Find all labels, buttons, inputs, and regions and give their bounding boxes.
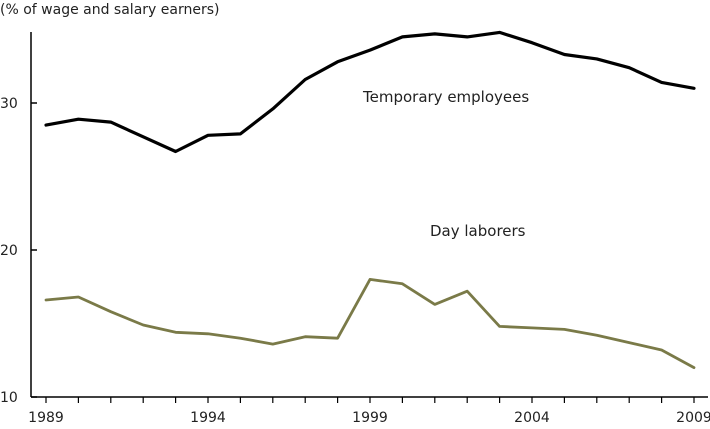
y-axis-ticks: 10 20 30 <box>0 96 37 406</box>
series-line-day-laborers <box>44 277 696 370</box>
x-axis-ticks: 1989 1994 1999 2004 2009 <box>28 397 710 426</box>
x-tick-label-1999: 1999 <box>352 410 388 426</box>
x-tick-label-1994: 1994 <box>190 410 226 426</box>
series-label-temporary-employees: Temporary employees <box>362 88 529 106</box>
y-tick-label-30: 30 <box>0 96 18 112</box>
x-tick-label-1989: 1989 <box>28 410 64 426</box>
y-axis-unit-label: (% of wage and salary earners) <box>0 2 219 18</box>
y-tick-label-20: 20 <box>0 243 18 259</box>
x-tick-label-2004: 2004 <box>514 410 550 426</box>
x-tick-label-2009: 2009 <box>676 410 710 426</box>
series-label-day-laborers: Day laborers <box>430 222 526 240</box>
y-tick-label-10: 10 <box>0 390 18 406</box>
series-layer <box>44 30 696 370</box>
series-line-temporary-employees <box>44 30 696 154</box>
